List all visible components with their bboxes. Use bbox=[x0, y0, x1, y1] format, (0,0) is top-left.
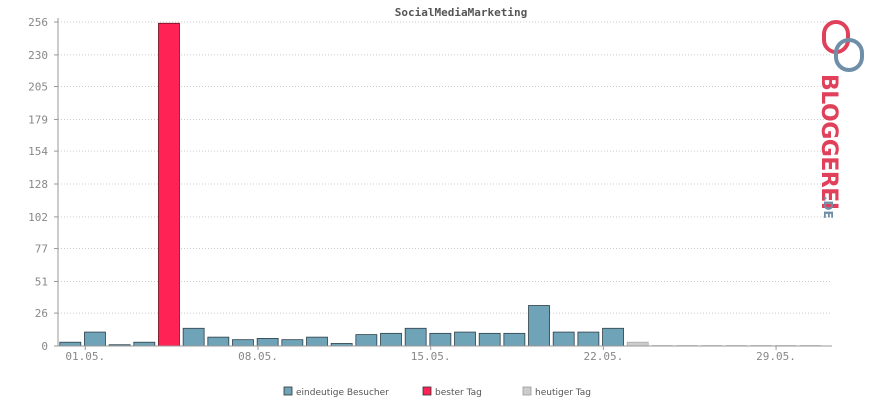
y-tick-label: 0 bbox=[41, 340, 48, 353]
legend-swatch-best-day bbox=[422, 386, 432, 396]
x-axis-ticks: 01.05. 08.05. 15.05. 22.05. 29.05. bbox=[65, 346, 796, 363]
bar bbox=[355, 334, 378, 347]
bloggerei-logo: BLOGGEREI .DE bbox=[816, 20, 864, 219]
logo-tld: .DE bbox=[821, 196, 835, 219]
bar bbox=[602, 327, 624, 347]
bar bbox=[256, 338, 279, 347]
legend-label-today: heutiger Tag bbox=[535, 388, 591, 398]
y-axis-ticks: 0 26 51 77 102 128 154 179 205 230 256 bbox=[28, 16, 58, 353]
bar bbox=[306, 336, 328, 347]
bar bbox=[503, 332, 526, 347]
bar bbox=[182, 327, 205, 347]
bar bbox=[84, 331, 106, 347]
bar-best-day bbox=[158, 22, 180, 347]
y-tick-label: 51 bbox=[35, 275, 48, 288]
y-tick-label: 230 bbox=[28, 49, 48, 62]
y-tick-label: 179 bbox=[28, 113, 48, 126]
legend-label-best-day: bester Tag bbox=[435, 388, 482, 398]
bar bbox=[528, 305, 550, 347]
legend-label-visitors: eindeutige Besucher bbox=[296, 388, 389, 398]
bar-today bbox=[626, 341, 649, 347]
bar bbox=[404, 327, 427, 347]
bar bbox=[207, 336, 230, 347]
bar bbox=[59, 341, 82, 347]
x-tick-label: 08.05. bbox=[238, 350, 278, 363]
bar bbox=[232, 339, 254, 347]
y-tick-label: 205 bbox=[28, 81, 48, 94]
bar bbox=[552, 331, 575, 347]
logo-mark-icon bbox=[822, 20, 864, 72]
bar bbox=[577, 331, 600, 347]
bars bbox=[59, 22, 821, 347]
y-tick-label: 102 bbox=[28, 211, 48, 224]
legend-swatch-visitors bbox=[283, 386, 293, 396]
logo-wordmark: BLOGGEREI bbox=[816, 74, 841, 210]
bar bbox=[133, 341, 156, 347]
y-tick-label: 77 bbox=[35, 243, 48, 256]
y-tick-label: 154 bbox=[28, 145, 48, 158]
x-tick-label: 01.05. bbox=[65, 350, 105, 363]
chart-title: SocialMediaMarketing bbox=[395, 6, 527, 19]
bar bbox=[380, 332, 402, 347]
bar bbox=[429, 332, 452, 347]
y-tick-label: 128 bbox=[28, 178, 48, 191]
bar bbox=[478, 332, 501, 347]
x-tick-label: 29.05. bbox=[756, 350, 796, 363]
bar bbox=[281, 339, 304, 347]
legend: eindeutige Besucher bester Tag heutiger … bbox=[283, 386, 591, 398]
x-tick-label: 15.05. bbox=[411, 350, 451, 363]
y-tick-label: 256 bbox=[28, 16, 48, 29]
grid bbox=[58, 21, 832, 314]
y-tick-label: 26 bbox=[35, 307, 48, 320]
x-tick-label: 22.05. bbox=[583, 350, 623, 363]
bar bbox=[454, 331, 476, 347]
legend-swatch-today bbox=[522, 386, 532, 396]
